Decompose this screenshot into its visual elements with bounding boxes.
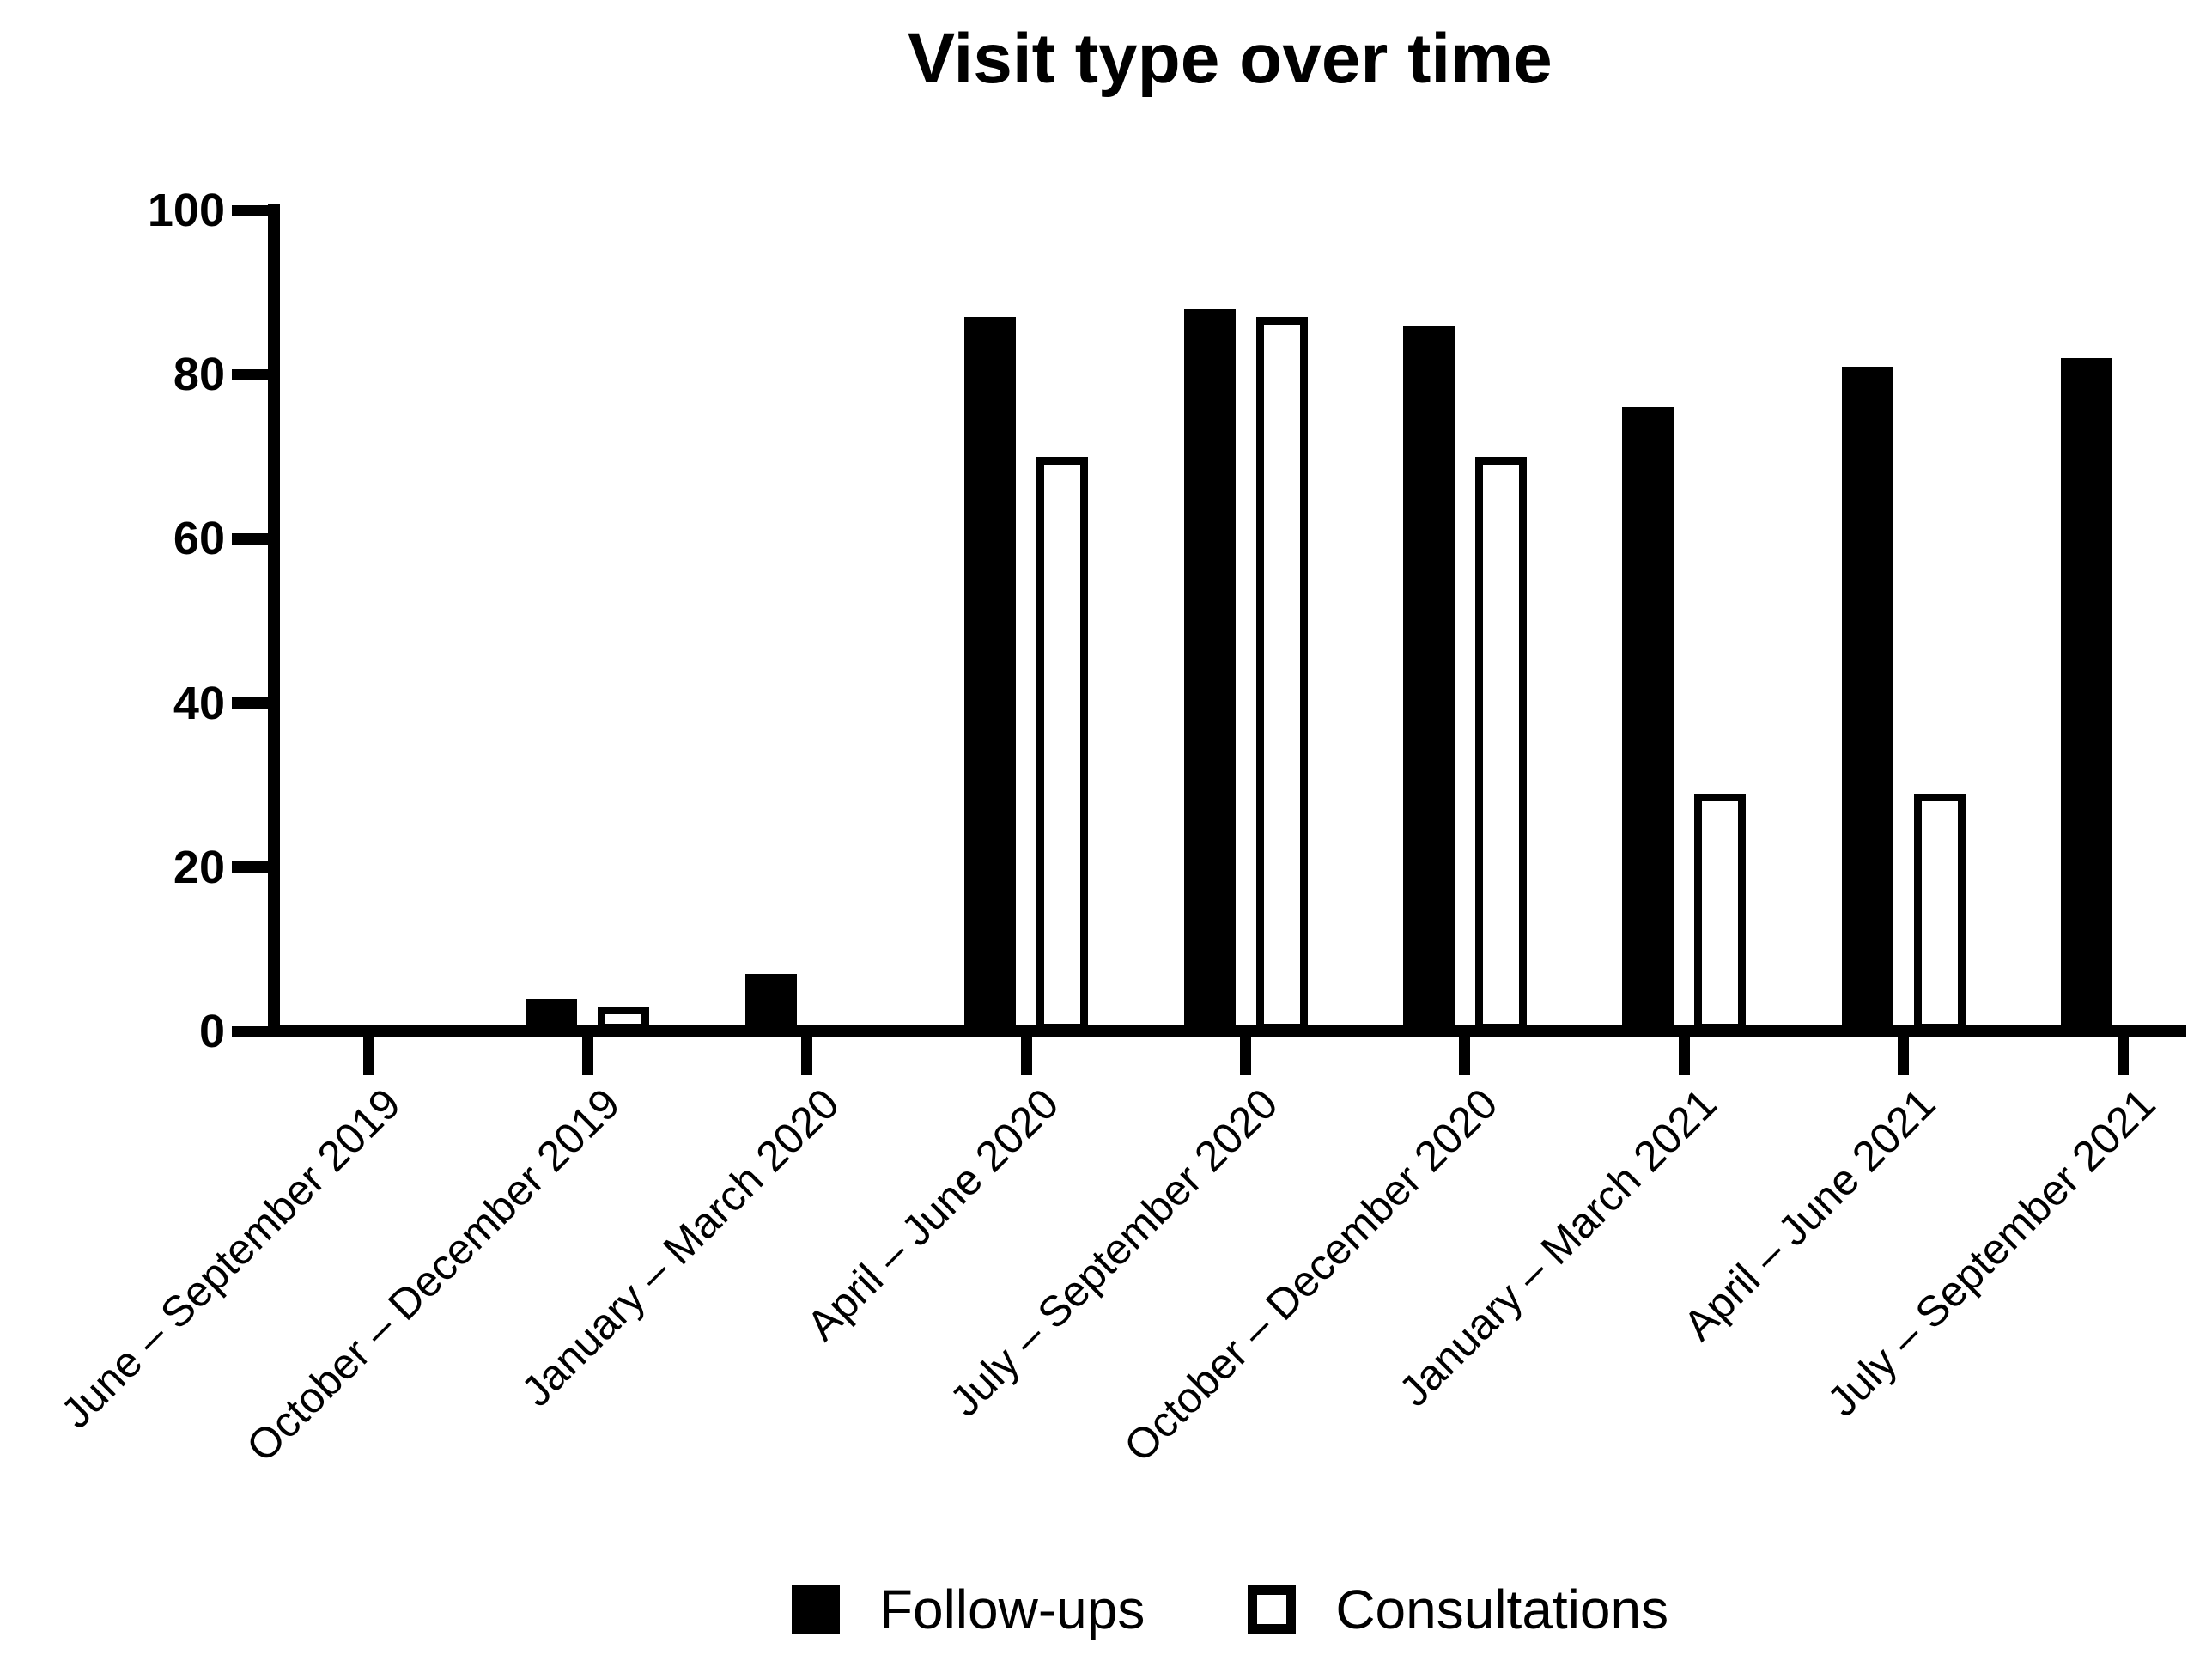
chart-title: Visit type over time (908, 20, 1553, 98)
legend-label-follow-ups: Follow-ups (878, 1579, 1146, 1640)
legend-item-follow-ups: Follow-ups (791, 1579, 1146, 1640)
y-axis-tick-label: 100 (147, 185, 225, 236)
y-axis-line (268, 204, 280, 1037)
y-axis-tick-label: 0 (198, 1006, 225, 1057)
bar-consultations (1474, 456, 1527, 1031)
bar-consultations (1255, 317, 1308, 1031)
x-axis-tick (1459, 1031, 1471, 1075)
y-axis-tick (232, 532, 268, 545)
bar-follow-ups (1841, 366, 1893, 1031)
x-axis-tick (2117, 1031, 2129, 1075)
y-axis-tick-label: 80 (173, 349, 225, 401)
bar-follow-ups (1402, 325, 1455, 1031)
bar-consultations (1036, 456, 1089, 1031)
bar-follow-ups (964, 317, 1017, 1031)
bar-consultations (1694, 793, 1747, 1031)
consultations-swatch-icon (1248, 1585, 1297, 1634)
y-axis-tick (232, 204, 268, 216)
x-axis-tick (581, 1031, 593, 1075)
x-axis-tick-label: October – December 2019 (237, 1079, 629, 1471)
y-axis-tick-label: 60 (173, 513, 225, 565)
x-axis-tick (1678, 1031, 1690, 1075)
chart-legend: Follow-ups Consultations (274, 1582, 2186, 1637)
y-axis-tick (232, 697, 268, 709)
bar-follow-ups (1622, 407, 1674, 1031)
x-axis-tick (362, 1031, 374, 1075)
y-axis-tick (232, 861, 268, 873)
bar-follow-ups (744, 974, 797, 1031)
x-axis-tick (1240, 1031, 1251, 1075)
x-axis-tick (801, 1031, 813, 1075)
x-axis-line (268, 1025, 2186, 1037)
x-axis-tick (1898, 1031, 1910, 1075)
follow-ups-swatch-icon (791, 1585, 840, 1634)
x-axis-tick-label: October – December 2020 (1114, 1079, 1507, 1471)
bar-follow-ups (2061, 358, 2112, 1031)
y-axis-tick (232, 368, 268, 380)
bar-consultations (1913, 793, 1966, 1031)
bar-follow-ups (1183, 308, 1236, 1031)
y-axis-tick-label: 40 (173, 677, 225, 729)
x-axis-tick (1020, 1031, 1032, 1075)
legend-item-consultations: Consultations (1248, 1582, 1668, 1637)
y-axis-tick (232, 1025, 268, 1037)
legend-label-consultations: Consultations (1335, 1579, 1669, 1640)
y-axis-tick-label: 20 (173, 841, 225, 893)
